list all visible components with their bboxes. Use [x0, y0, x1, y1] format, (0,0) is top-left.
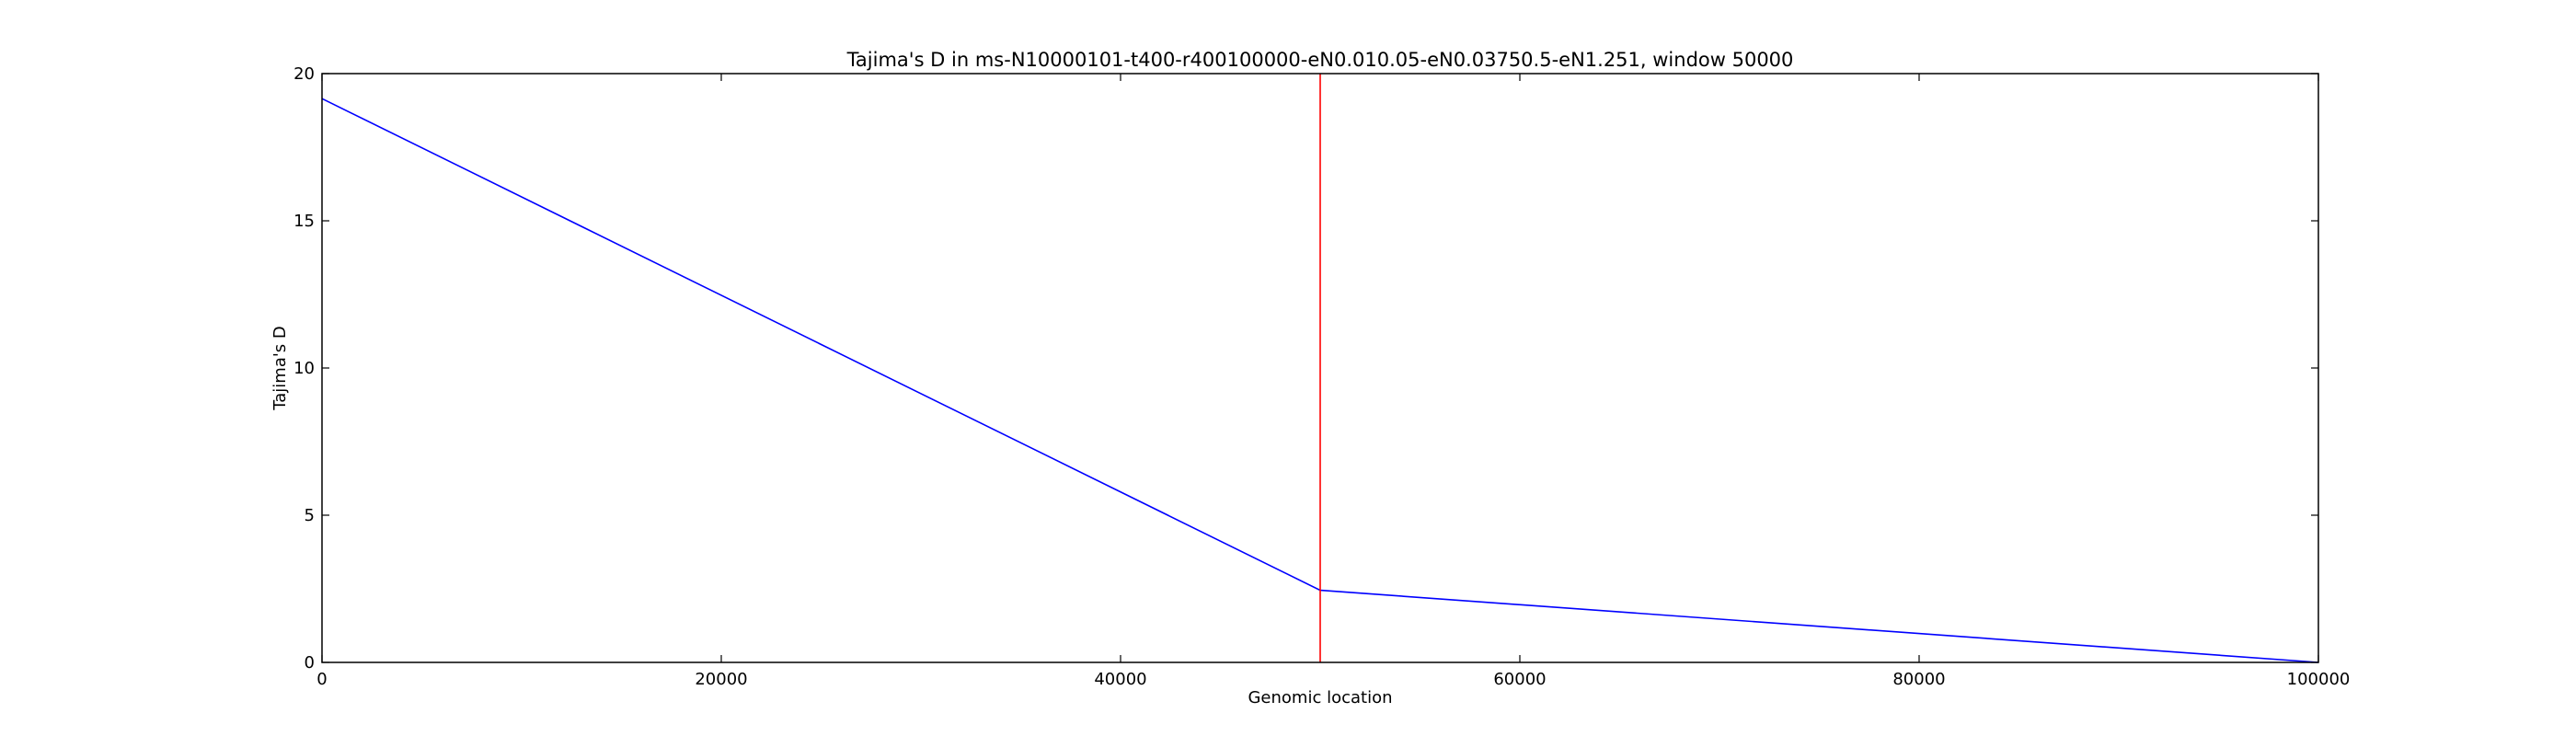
y-tick-label: 5 — [305, 506, 315, 525]
y-axis-ticks: 0 5 10 15 20 — [293, 64, 2318, 673]
x-tick-label: 20000 — [695, 670, 747, 689]
y-tick-label: 0 — [305, 653, 315, 673]
x-tick-label: 0 — [316, 670, 327, 689]
x-tick-label: 100000 — [2287, 670, 2351, 689]
y-tick-label: 10 — [293, 359, 315, 378]
x-axis-label: Genomic location — [1248, 688, 1392, 707]
y-tick-label: 20 — [293, 64, 315, 84]
y-tick-label: 15 — [293, 212, 315, 231]
x-tick-label: 40000 — [1094, 670, 1146, 689]
x-axis-ticks: 0 20000 40000 60000 80000 100000 — [316, 74, 2350, 689]
x-tick-label: 80000 — [1892, 670, 1945, 689]
chart-title: Tajima's D in ms-N10000101-t400-r4001000… — [846, 49, 1794, 71]
plot-content — [321, 74, 2319, 663]
y-axis-label: Tajima's D — [270, 326, 290, 411]
x-tick-label: 60000 — [1493, 670, 1546, 689]
